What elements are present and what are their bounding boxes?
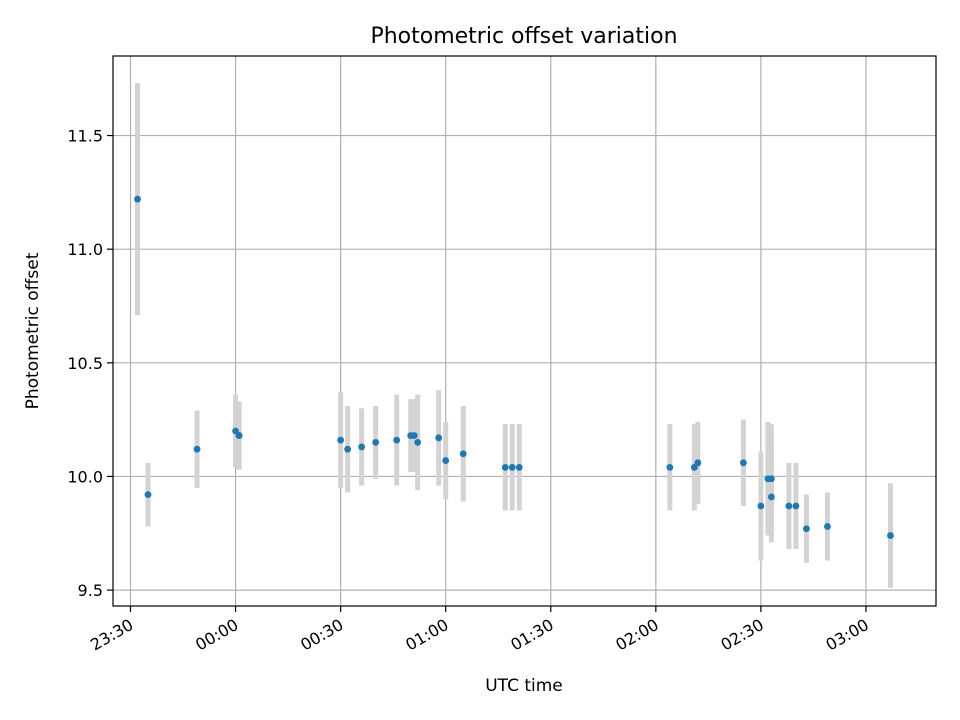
x-tick-label: 00:30 <box>297 615 346 655</box>
data-point <box>372 438 380 446</box>
data-point <box>459 450 467 458</box>
data-point <box>358 443 366 451</box>
x-tick-label: 02:00 <box>612 615 661 655</box>
data-point <box>757 502 765 510</box>
data-point <box>144 491 152 499</box>
data-point <box>442 457 450 464</box>
data-point <box>393 436 401 444</box>
data-point <box>694 459 702 467</box>
y-tick-label: 10.5 <box>67 354 103 373</box>
y-tick-label: 9.5 <box>78 581 103 600</box>
x-tick-label: 00:00 <box>192 615 241 655</box>
x-tick-label: 01:00 <box>402 615 451 655</box>
data-point <box>410 432 418 439</box>
y-tick-label: 11.0 <box>67 240 103 259</box>
data-point <box>134 195 141 203</box>
x-tick-label: 03:00 <box>823 615 872 655</box>
plot-frame <box>112 55 937 607</box>
y-axis-label: Photometric offset <box>23 252 43 409</box>
data-point <box>792 502 800 510</box>
data-point <box>337 436 345 444</box>
x-tick-label: 02:30 <box>717 615 766 655</box>
chart-title: Photometric offset variation <box>370 24 677 49</box>
data-point <box>768 493 775 501</box>
data-point <box>344 445 352 453</box>
data-point <box>193 445 201 453</box>
data-point <box>887 532 894 539</box>
x-tick-label: 23:30 <box>87 615 136 655</box>
data-point <box>515 463 523 471</box>
x-axis-ticks: 23:30 00:00 00:30 01:00 01:30 02:00 02:30 03:00 <box>87 606 872 655</box>
y-axis-ticks: 9.5 10.0 10.5 11.0 11.5 <box>67 127 113 600</box>
y-tick-label: 11.5 <box>67 127 103 146</box>
data-point <box>435 434 443 442</box>
data-point <box>803 525 810 533</box>
x-tick-label: 01:30 <box>507 615 556 655</box>
error-bars <box>135 83 893 588</box>
data-point <box>501 463 509 471</box>
data-point <box>666 463 674 471</box>
data-point <box>414 438 422 446</box>
grid <box>113 56 936 606</box>
data-point <box>235 432 243 439</box>
data-points <box>134 195 894 539</box>
y-tick-label: 10.0 <box>67 467 103 486</box>
data-point <box>768 475 775 483</box>
data-point <box>508 463 516 471</box>
data-point <box>824 523 831 530</box>
x-axis-label: UTC time <box>485 676 563 696</box>
data-point <box>739 459 747 467</box>
data-point <box>785 502 793 510</box>
